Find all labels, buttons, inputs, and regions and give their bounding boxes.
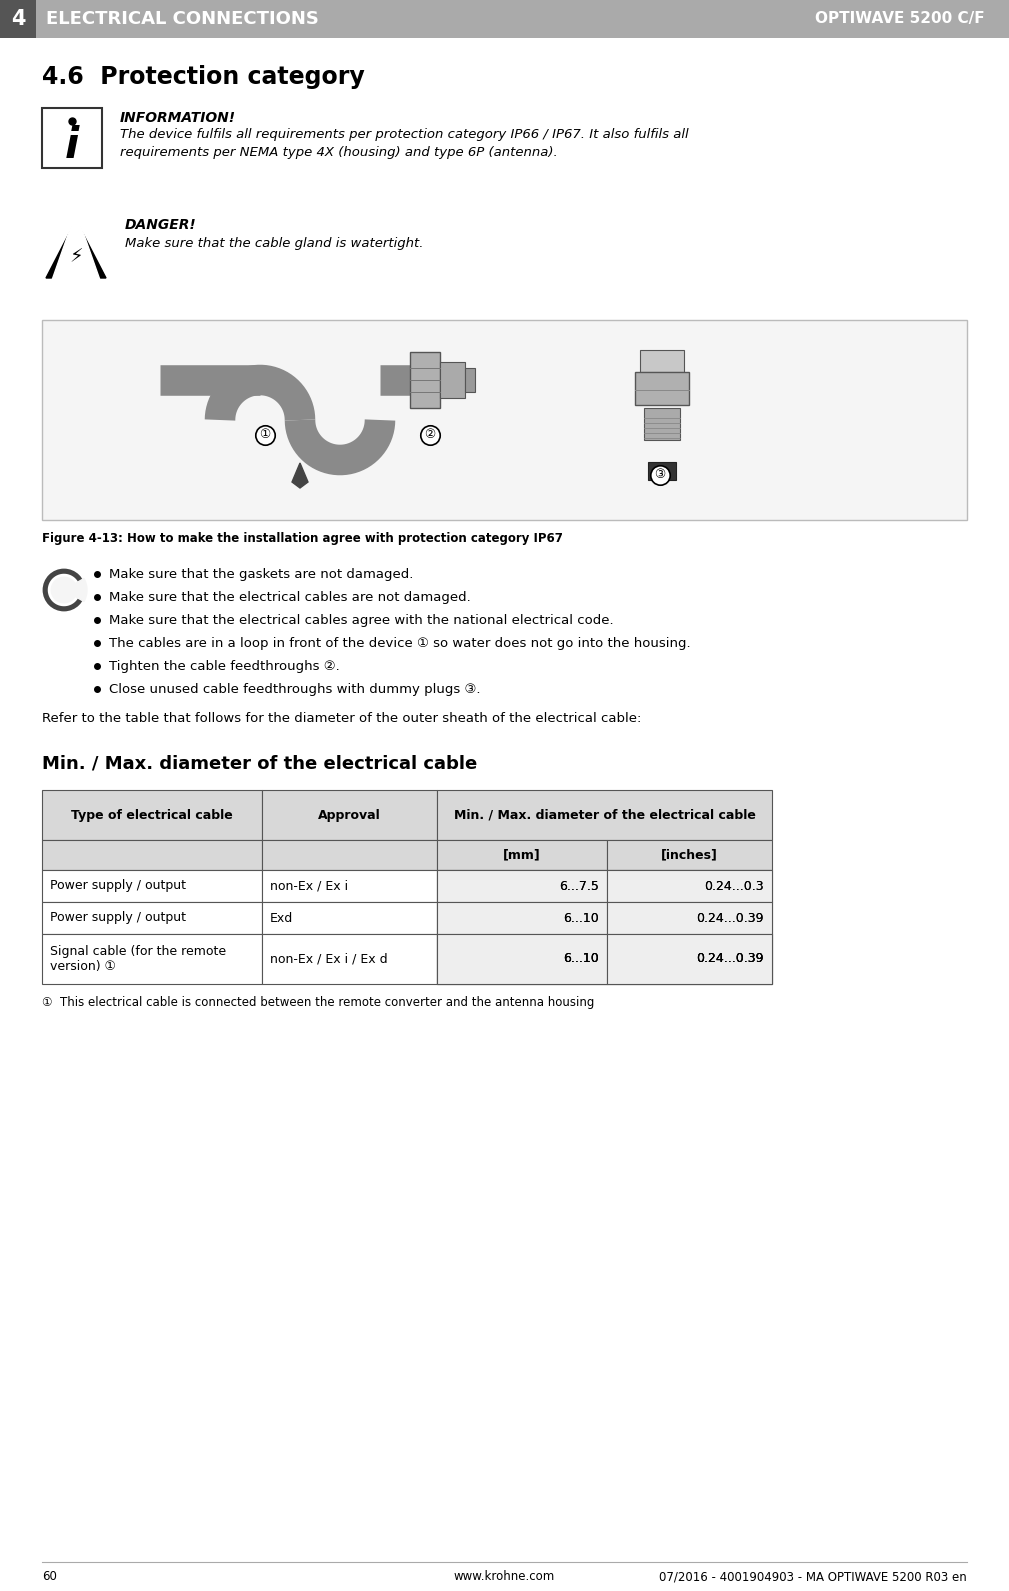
Polygon shape bbox=[292, 463, 308, 488]
Text: 6...10: 6...10 bbox=[563, 953, 599, 966]
Bar bbox=[465, 368, 475, 391]
Bar bbox=[42, 840, 262, 870]
Bar bbox=[437, 791, 772, 840]
Text: Refer to the table that follows for the diameter of the outer sheath of the elec: Refer to the table that follows for the … bbox=[42, 713, 642, 725]
Polygon shape bbox=[51, 212, 101, 283]
Text: 0.24...0.3: 0.24...0.3 bbox=[704, 880, 764, 893]
Text: Tighten the cable feedthroughs ②.: Tighten the cable feedthroughs ②. bbox=[109, 660, 340, 673]
Text: Min. / Max. diameter of the electrical cable: Min. / Max. diameter of the electrical c… bbox=[454, 808, 756, 821]
Bar bbox=[42, 791, 262, 840]
Bar bbox=[607, 902, 772, 934]
Text: Make sure that the cable gland is watertight.: Make sure that the cable gland is watert… bbox=[125, 237, 424, 250]
Bar bbox=[262, 840, 437, 870]
Text: 6...7.5: 6...7.5 bbox=[559, 880, 599, 893]
Bar bbox=[437, 870, 607, 902]
Bar bbox=[440, 363, 465, 398]
Bar bbox=[42, 108, 102, 169]
Bar bbox=[437, 934, 607, 983]
Bar bbox=[42, 870, 262, 902]
Bar bbox=[607, 870, 772, 902]
Text: OPTIWAVE 5200 C/F: OPTIWAVE 5200 C/F bbox=[815, 11, 985, 27]
Text: 60: 60 bbox=[42, 1570, 57, 1583]
Bar bbox=[262, 870, 437, 902]
Text: 0.24...0.39: 0.24...0.39 bbox=[696, 912, 764, 924]
Text: Power supply / output: Power supply / output bbox=[50, 912, 186, 924]
Text: ①: ① bbox=[259, 428, 270, 441]
Text: Signal cable (for the remote
version) ①: Signal cable (for the remote version) ① bbox=[50, 945, 226, 974]
Text: The cables are in a loop in front of the device ① so water does not go into the : The cables are in a loop in front of the… bbox=[109, 636, 690, 651]
Text: 6...10: 6...10 bbox=[563, 953, 599, 966]
Text: 0.24...0.39: 0.24...0.39 bbox=[696, 953, 764, 966]
Text: The device fulfils all requirements per protection category IP66 / IP67. It also: The device fulfils all requirements per … bbox=[120, 127, 688, 159]
Text: 0.24...0.3: 0.24...0.3 bbox=[704, 880, 764, 893]
Text: Min. / Max. diameter of the electrical cable: Min. / Max. diameter of the electrical c… bbox=[42, 756, 477, 773]
Text: DANGER!: DANGER! bbox=[125, 218, 197, 232]
Text: 6...10: 6...10 bbox=[563, 912, 599, 924]
Text: 07/2016 - 4001904903 - MA OPTIWAVE 5200 R03 en: 07/2016 - 4001904903 - MA OPTIWAVE 5200 … bbox=[659, 1570, 967, 1583]
Text: 0.24...0.39: 0.24...0.39 bbox=[696, 912, 764, 924]
Bar bbox=[648, 461, 676, 480]
Bar bbox=[262, 934, 437, 983]
Bar bbox=[607, 934, 772, 983]
Text: ③: ③ bbox=[655, 468, 666, 482]
Polygon shape bbox=[64, 579, 87, 601]
Text: Type of electrical cable: Type of electrical cable bbox=[71, 808, 233, 821]
Bar bbox=[410, 352, 440, 407]
Text: 6...10: 6...10 bbox=[563, 912, 599, 924]
Circle shape bbox=[52, 578, 76, 601]
Bar bbox=[437, 870, 607, 902]
Text: INFORMATION!: INFORMATION! bbox=[120, 111, 236, 126]
Text: Exd: Exd bbox=[270, 912, 294, 924]
Bar bbox=[262, 791, 437, 840]
Bar bbox=[635, 372, 689, 406]
Bar bbox=[0, 0, 36, 38]
Text: Make sure that the electrical cables agree with the national electrical code.: Make sure that the electrical cables agr… bbox=[109, 614, 613, 627]
Bar bbox=[607, 870, 772, 902]
Text: Make sure that the electrical cables are not damaged.: Make sure that the electrical cables are… bbox=[109, 590, 471, 605]
Text: Approval: Approval bbox=[318, 808, 380, 821]
Bar bbox=[0, 0, 1009, 38]
Text: [mm]: [mm] bbox=[503, 848, 541, 861]
Text: non-Ex / Ex i / Ex d: non-Ex / Ex i / Ex d bbox=[270, 953, 387, 966]
Text: Make sure that the gaskets are not damaged.: Make sure that the gaskets are not damag… bbox=[109, 568, 414, 581]
Text: 4.6  Protection category: 4.6 Protection category bbox=[42, 65, 364, 89]
Text: 0.24...0.39: 0.24...0.39 bbox=[696, 953, 764, 966]
Bar bbox=[42, 934, 262, 983]
Bar bbox=[607, 934, 772, 983]
Bar bbox=[607, 840, 772, 870]
Text: ⚡: ⚡ bbox=[70, 247, 83, 266]
Text: [inches]: [inches] bbox=[661, 848, 718, 861]
Text: ELECTRICAL CONNECTIONS: ELECTRICAL CONNECTIONS bbox=[46, 10, 319, 29]
Bar bbox=[640, 350, 684, 372]
Text: i: i bbox=[65, 126, 79, 167]
Bar bbox=[437, 902, 607, 934]
Bar bbox=[644, 407, 680, 441]
Bar bbox=[437, 934, 607, 983]
Bar bbox=[42, 902, 262, 934]
Text: ①  This electrical cable is connected between the remote converter and the anten: ① This electrical cable is connected bet… bbox=[42, 996, 594, 1009]
Text: www.krohne.com: www.krohne.com bbox=[453, 1570, 555, 1583]
Text: 6...7.5: 6...7.5 bbox=[559, 880, 599, 893]
Text: 4: 4 bbox=[11, 10, 25, 29]
Text: Figure 4-13: How to make the installation agree with protection category IP67: Figure 4-13: How to make the installatio… bbox=[42, 531, 563, 546]
Bar bbox=[42, 320, 967, 520]
Polygon shape bbox=[46, 220, 106, 278]
Text: 6...10: 6...10 bbox=[563, 953, 599, 966]
Text: ②: ② bbox=[425, 428, 436, 441]
Bar bbox=[437, 840, 607, 870]
Text: Power supply / output: Power supply / output bbox=[50, 880, 186, 893]
Circle shape bbox=[55, 581, 73, 598]
Bar bbox=[437, 902, 607, 934]
Bar bbox=[437, 934, 607, 983]
Text: 0.24...0.39: 0.24...0.39 bbox=[696, 953, 764, 966]
Text: non-Ex / Ex i: non-Ex / Ex i bbox=[270, 880, 348, 893]
Text: Close unused cable feedthroughs with dummy plugs ③.: Close unused cable feedthroughs with dum… bbox=[109, 683, 480, 695]
Bar bbox=[607, 934, 772, 983]
Bar bbox=[607, 902, 772, 934]
Bar bbox=[262, 902, 437, 934]
